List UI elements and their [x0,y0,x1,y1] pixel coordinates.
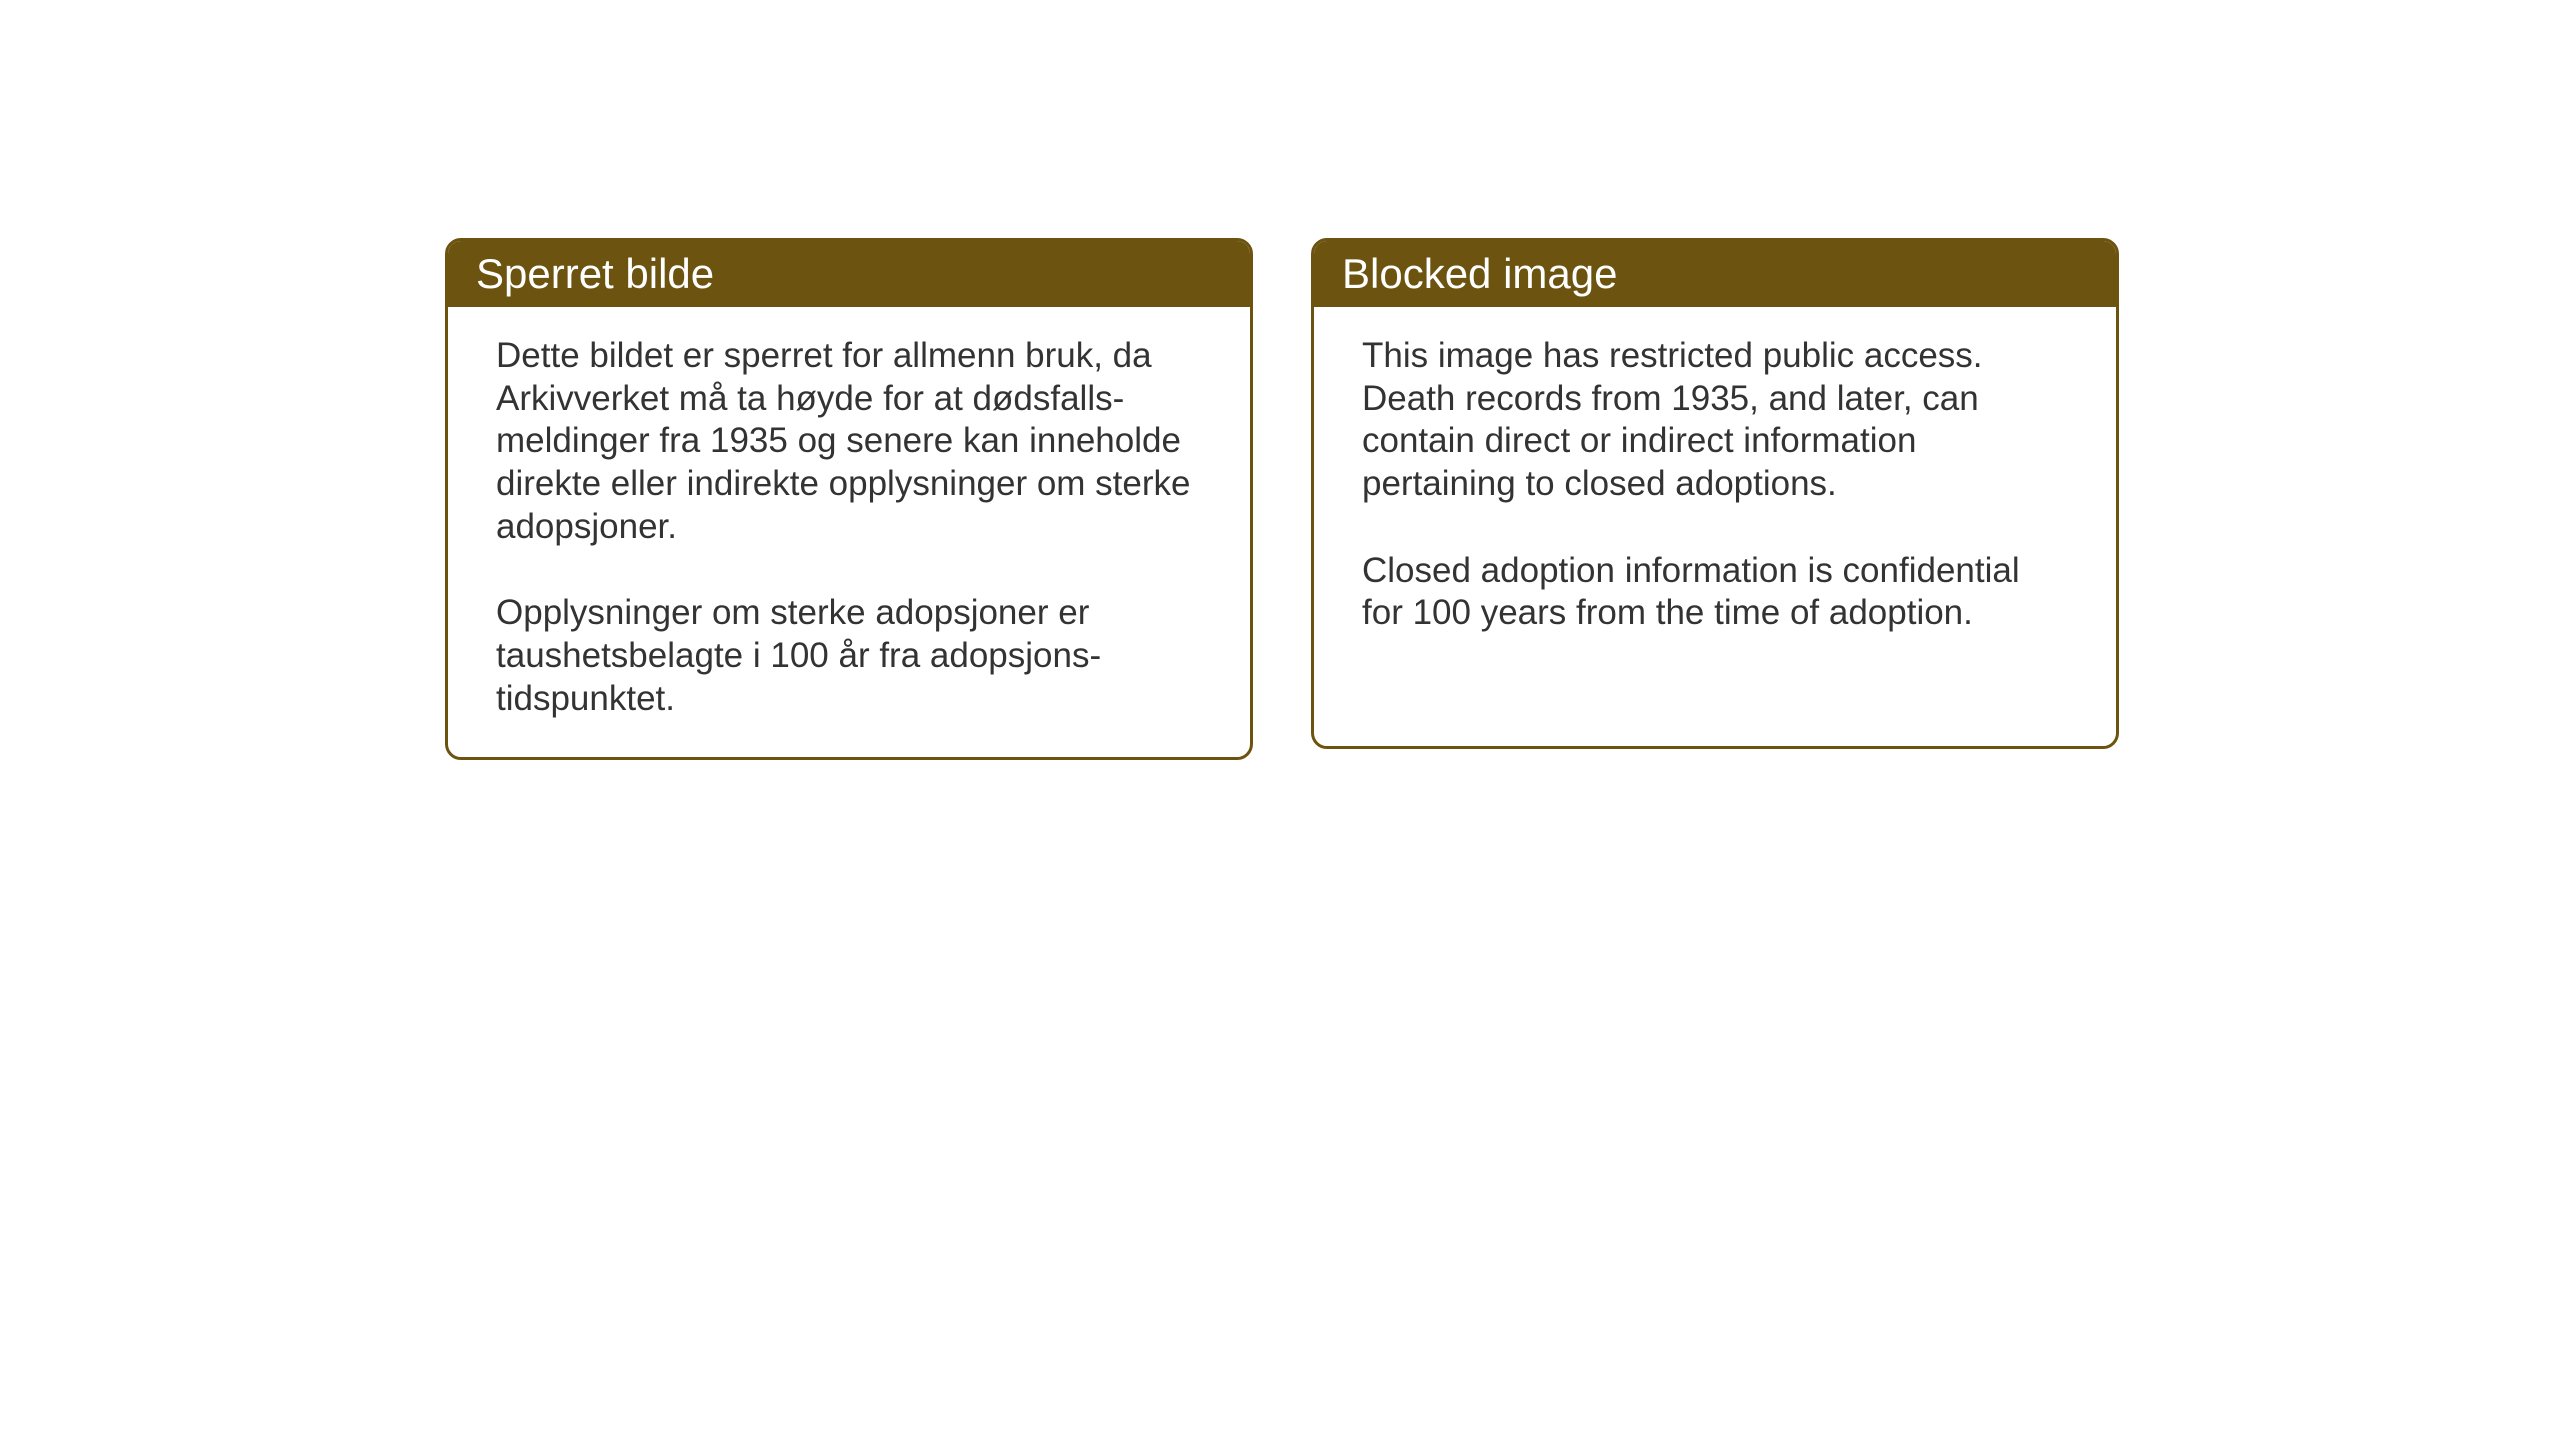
notice-header-norwegian: Sperret bilde [448,241,1250,307]
notice-paragraph-1-norwegian: Dette bildet er sperret for allmenn bruk… [496,335,1202,548]
notice-paragraph-1-english: This image has restricted public access.… [1362,335,2068,506]
notice-body-norwegian: Dette bildet er sperret for allmenn bruk… [448,307,1250,757]
notice-paragraph-2-english: Closed adoption information is confident… [1362,550,2068,635]
notice-box-norwegian: Sperret bilde Dette bildet er sperret fo… [445,238,1253,760]
notice-container: Sperret bilde Dette bildet er sperret fo… [445,238,2119,760]
notice-body-english: This image has restricted public access.… [1314,307,2116,671]
notice-box-english: Blocked image This image has restricted … [1311,238,2119,749]
notice-paragraph-2-norwegian: Opplysninger om sterke adopsjoner er tau… [496,592,1202,720]
notice-header-english: Blocked image [1314,241,2116,307]
